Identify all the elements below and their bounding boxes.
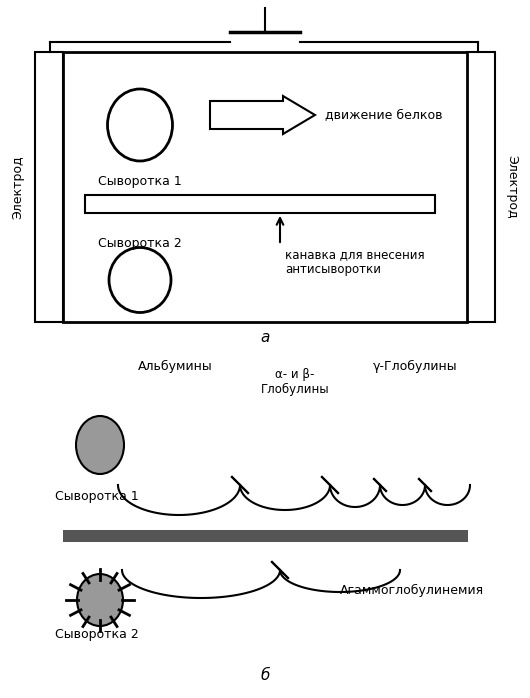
Text: а: а [260, 330, 270, 346]
Text: Агаммоглобулинемия: Агаммоглобулинемия [340, 584, 484, 597]
Text: канавка для внесения
антисыворотки: канавка для внесения антисыворотки [285, 248, 425, 276]
Text: Электрод: Электрод [12, 155, 24, 218]
Text: Сыворотка 2: Сыворотка 2 [55, 628, 139, 641]
Bar [63, 530, 468, 542]
Text: Сыворотка 2: Сыворотка 2 [98, 237, 182, 250]
Bar [467, 52, 495, 322]
FancyArrow shape [210, 96, 315, 134]
Text: б: б [260, 667, 270, 683]
Bar [63, 52, 467, 322]
Bar [35, 52, 63, 322]
Text: движение белков: движение белков [325, 108, 443, 121]
Ellipse shape [109, 248, 171, 313]
Ellipse shape [108, 89, 172, 161]
Ellipse shape [76, 416, 124, 474]
Ellipse shape [77, 574, 123, 626]
Text: Сыворотка 1: Сыворотка 1 [98, 175, 182, 188]
Text: Альбумины: Альбумины [138, 360, 213, 373]
Text: Электрод: Электрод [506, 155, 518, 218]
Text: Сыворотка 1: Сыворотка 1 [55, 490, 139, 503]
Text: α- и β-
Глобулины: α- и β- Глобулины [261, 368, 329, 396]
Bar [85, 195, 435, 213]
Text: γ-Глобулины: γ-Глобулины [373, 360, 457, 373]
